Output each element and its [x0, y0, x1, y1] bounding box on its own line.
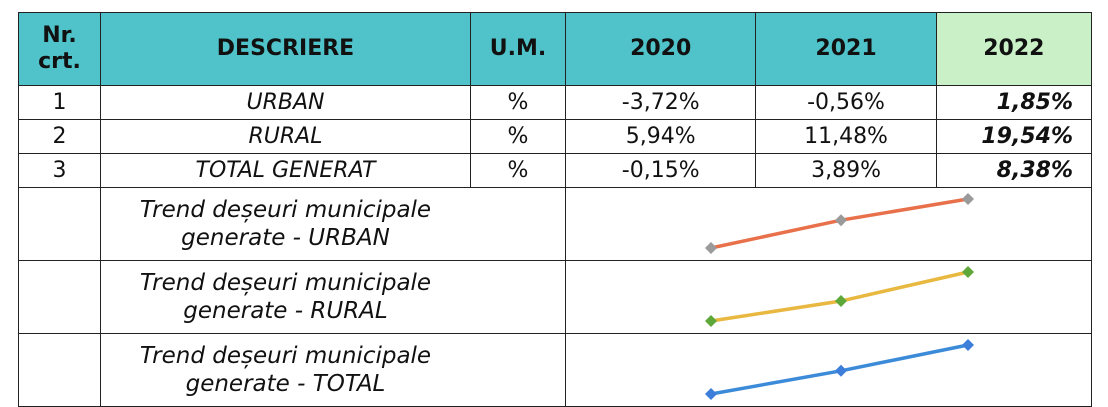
trend-marker: [962, 193, 974, 205]
nr-cell: 1: [18, 85, 101, 120]
unit-cell: %: [470, 119, 566, 154]
trend-marker: [835, 295, 847, 308]
nr-cell: 3: [18, 153, 101, 188]
trend-row: Trend deșeuri municipale generate - TOTA…: [18, 333, 1092, 407]
empty-cell: [18, 187, 101, 261]
value-cell: 11,48%: [755, 119, 937, 154]
header-cell: 2021: [755, 12, 937, 86]
sparkline: [705, 266, 974, 327]
trend-marker: [705, 388, 717, 400]
trend-marker: [705, 242, 717, 254]
trend-row: Trend deșeuri municipale generate - RURA…: [18, 260, 1092, 334]
unit-cell: %: [470, 85, 566, 120]
trend-label: Trend deșeuri municipale generate - RURA…: [100, 260, 566, 334]
trend-marker: [962, 266, 974, 278]
header-cell: 2022: [935, 12, 1093, 86]
value-cell: -0,15%: [564, 153, 757, 188]
sparkline-cell: [565, 260, 1092, 334]
value-cell: 1,85%: [935, 85, 1093, 120]
trend-label: Trend deșeuri municipale generate - URBA…: [100, 187, 566, 261]
value-cell: 19,54%: [935, 119, 1093, 154]
table-body: Nr. crt. DESCRIERE U.M. 2020 2021 2022 1…: [18, 12, 1093, 407]
data-row: 2 RURAL% 5,94% 11,48% 19,54%: [18, 119, 1093, 154]
trend-row: Trend deșeuri municipale generate - URBA…: [18, 187, 1092, 261]
trend-label: Trend deșeuri municipale generate - TOTA…: [100, 333, 566, 407]
sparkline-cell: [565, 333, 1092, 407]
unit-cell: %: [470, 153, 566, 188]
data-row: 1 URBAN% -3,72% -0,56% 1,85%: [18, 85, 1093, 120]
trend-marker: [962, 339, 974, 351]
value-cell: -0,56%: [755, 85, 937, 120]
header-row: Nr. crt. DESCRIERE U.M. 2020 2021 2022: [18, 12, 1093, 86]
value-cell: 3,89%: [755, 153, 937, 188]
waste-table: Nr. crt. DESCRIERE U.M. 2020 2021 2022 1…: [18, 12, 1093, 407]
trend-line: [710, 270, 969, 323]
value-cell: 8,38%: [935, 153, 1093, 188]
description-cell: TOTAL GENERAT: [100, 153, 471, 188]
data-row: 3 TOTAL GENERAT% -0,15% 3,89% 8,38%: [18, 153, 1093, 188]
empty-cell: [18, 260, 101, 334]
description-cell: URBAN: [100, 85, 471, 120]
value-cell: 5,94%: [564, 119, 757, 154]
trend-marker: [835, 214, 847, 227]
header-cell: U.M.: [470, 12, 566, 86]
trend-marker: [835, 364, 847, 377]
header-cell: Nr. crt.: [18, 12, 101, 86]
sparkline: [705, 339, 974, 400]
header-cell: DESCRIERE: [100, 12, 471, 86]
sparkline-cell: [565, 187, 1092, 261]
trend-marker: [705, 315, 717, 327]
header-cell: 2020: [564, 12, 757, 86]
value-cell: -3,72%: [564, 85, 757, 120]
empty-cell: [18, 333, 101, 407]
sparkline: [705, 193, 974, 254]
nr-cell: 2: [18, 119, 101, 154]
description-cell: RURAL: [100, 119, 471, 154]
